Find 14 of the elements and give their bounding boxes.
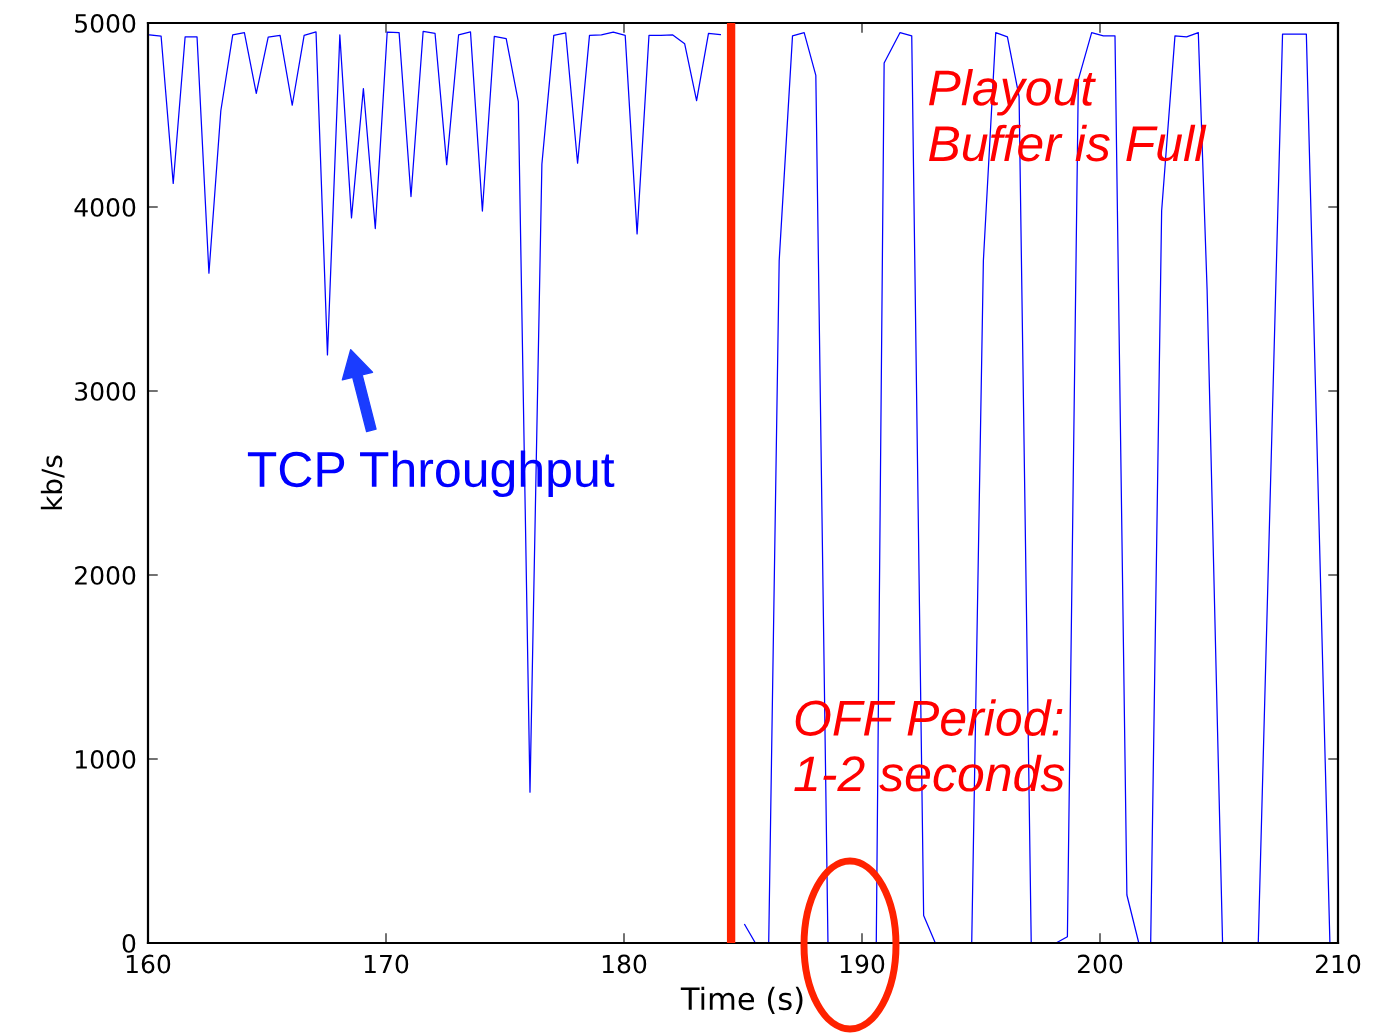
x-tick-label: 210: [1315, 954, 1361, 974]
x-axis-title: Time (s): [680, 986, 803, 1014]
y-tick-label: 4000: [74, 197, 136, 217]
y-tick-label: 0: [122, 933, 136, 953]
y-tick-label: 2000: [75, 565, 136, 585]
x-tick-label: 190: [840, 954, 885, 974]
y-tick-label: 5000: [75, 13, 136, 33]
x-tick-label: 180: [602, 954, 647, 974]
x-tick-label: 160: [126, 954, 171, 974]
y-tick-label: 1000: [76, 749, 136, 769]
x-tick-label: 170: [364, 954, 409, 974]
x-tick-label: 200: [1077, 954, 1123, 974]
y-tick-label: 3000: [75, 381, 136, 401]
y-axis-title: kb/s: [40, 455, 65, 510]
